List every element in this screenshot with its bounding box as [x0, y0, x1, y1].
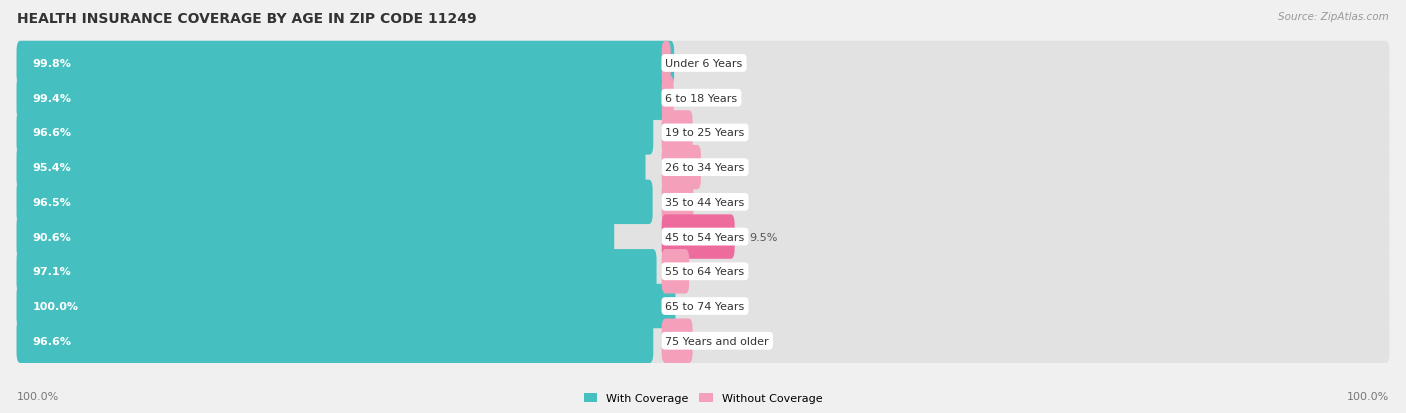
FancyBboxPatch shape — [662, 180, 693, 225]
Text: 75 Years and older: 75 Years and older — [665, 336, 769, 346]
Text: 9.5%: 9.5% — [749, 232, 778, 242]
FancyBboxPatch shape — [17, 42, 673, 86]
Text: 100.0%: 100.0% — [1347, 391, 1389, 401]
Text: 100.0%: 100.0% — [17, 391, 59, 401]
FancyBboxPatch shape — [17, 111, 654, 155]
Text: HEALTH INSURANCE COVERAGE BY AGE IN ZIP CODE 11249: HEALTH INSURANCE COVERAGE BY AGE IN ZIP … — [17, 12, 477, 26]
Text: 19 to 25 Years: 19 to 25 Years — [665, 128, 745, 138]
FancyBboxPatch shape — [17, 145, 1389, 190]
FancyBboxPatch shape — [17, 319, 1389, 363]
FancyBboxPatch shape — [17, 284, 675, 328]
FancyBboxPatch shape — [662, 145, 700, 190]
Text: 3.4%: 3.4% — [707, 128, 735, 138]
Text: 55 to 64 Years: 55 to 64 Years — [665, 267, 745, 277]
Text: 97.1%: 97.1% — [32, 267, 72, 277]
Text: 100.0%: 100.0% — [32, 301, 79, 311]
Legend: With Coverage, Without Coverage: With Coverage, Without Coverage — [579, 388, 827, 408]
Text: 99.8%: 99.8% — [32, 59, 72, 69]
FancyBboxPatch shape — [17, 180, 1389, 225]
FancyBboxPatch shape — [17, 215, 1389, 259]
Text: Under 6 Years: Under 6 Years — [665, 59, 742, 69]
Text: 2.9%: 2.9% — [704, 267, 733, 277]
FancyBboxPatch shape — [662, 42, 671, 86]
FancyBboxPatch shape — [17, 76, 672, 121]
FancyBboxPatch shape — [17, 249, 657, 294]
Text: 4.6%: 4.6% — [716, 163, 744, 173]
Text: 35 to 44 Years: 35 to 44 Years — [665, 197, 745, 207]
Text: 0.22%: 0.22% — [686, 59, 721, 69]
FancyBboxPatch shape — [662, 111, 693, 155]
Text: 96.6%: 96.6% — [32, 128, 72, 138]
Text: 90.6%: 90.6% — [32, 232, 72, 242]
Text: 65 to 74 Years: 65 to 74 Years — [665, 301, 745, 311]
Text: Source: ZipAtlas.com: Source: ZipAtlas.com — [1278, 12, 1389, 22]
FancyBboxPatch shape — [17, 215, 614, 259]
FancyBboxPatch shape — [662, 249, 689, 294]
FancyBboxPatch shape — [17, 284, 1389, 328]
Text: 0.65%: 0.65% — [689, 93, 724, 103]
FancyBboxPatch shape — [662, 76, 673, 121]
Text: 99.4%: 99.4% — [32, 93, 72, 103]
FancyBboxPatch shape — [17, 76, 1389, 121]
FancyBboxPatch shape — [17, 111, 1389, 155]
FancyBboxPatch shape — [17, 319, 654, 363]
Text: 0.0%: 0.0% — [685, 301, 713, 311]
FancyBboxPatch shape — [17, 145, 645, 190]
Text: 96.5%: 96.5% — [32, 197, 72, 207]
Text: 95.4%: 95.4% — [32, 163, 72, 173]
Text: 6 to 18 Years: 6 to 18 Years — [665, 93, 738, 103]
Text: 45 to 54 Years: 45 to 54 Years — [665, 232, 745, 242]
FancyBboxPatch shape — [17, 180, 652, 225]
FancyBboxPatch shape — [662, 319, 693, 363]
Text: 3.5%: 3.5% — [709, 197, 737, 207]
Text: 26 to 34 Years: 26 to 34 Years — [665, 163, 745, 173]
FancyBboxPatch shape — [17, 249, 1389, 294]
Text: 96.6%: 96.6% — [32, 336, 72, 346]
FancyBboxPatch shape — [662, 215, 734, 259]
FancyBboxPatch shape — [17, 42, 1389, 86]
Text: 3.4%: 3.4% — [707, 336, 735, 346]
